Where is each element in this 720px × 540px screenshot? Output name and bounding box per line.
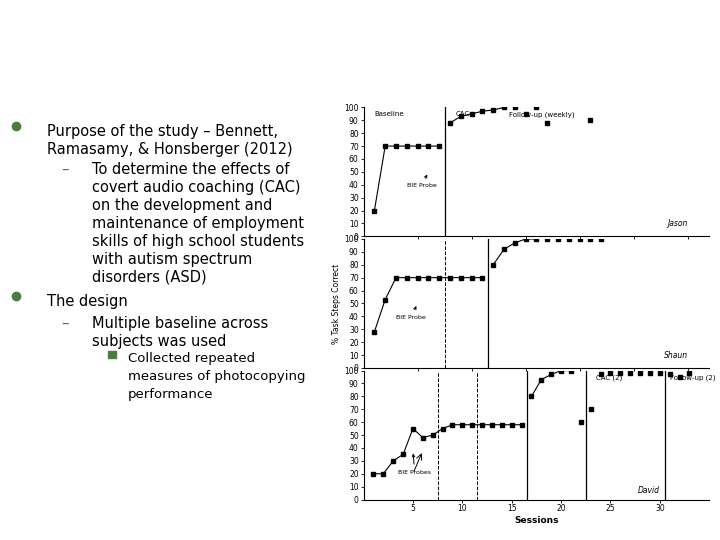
Text: 8-5 Multiple Baseline Across Subjects (2 of: 8-5 Multiple Baseline Across Subjects (2… bbox=[91, 28, 629, 48]
Text: on the development and: on the development and bbox=[92, 198, 272, 213]
Text: Multiple baseline across: Multiple baseline across bbox=[92, 316, 268, 330]
Text: with autism spectrum: with autism spectrum bbox=[92, 252, 252, 267]
Text: BIE Probes: BIE Probes bbox=[398, 454, 431, 475]
Text: BIE Probe: BIE Probe bbox=[407, 176, 436, 188]
Text: Collected repeated: Collected repeated bbox=[128, 352, 255, 365]
Text: Ramasamy, & Honsberger (2012): Ramasamy, & Honsberger (2012) bbox=[47, 142, 292, 157]
Text: 2): 2) bbox=[347, 68, 373, 88]
Text: Baseline: Baseline bbox=[374, 111, 404, 117]
Text: –: – bbox=[61, 316, 68, 330]
Text: disorders (ASD): disorders (ASD) bbox=[92, 270, 207, 285]
Text: To determine the effects of: To determine the effects of bbox=[92, 162, 289, 177]
Text: Jason: Jason bbox=[667, 219, 688, 228]
Text: Shaun: Shaun bbox=[663, 350, 688, 360]
Text: covert audio coaching (CAC): covert audio coaching (CAC) bbox=[92, 180, 300, 195]
Text: BIE Probe: BIE Probe bbox=[396, 307, 426, 320]
Text: skills of high school students: skills of high school students bbox=[92, 234, 304, 249]
Text: Follow-up (weekly): Follow-up (weekly) bbox=[510, 111, 575, 118]
Text: ❄: ❄ bbox=[14, 511, 28, 529]
Text: subjects was used: subjects was used bbox=[92, 334, 226, 349]
Text: Follow-up (2): Follow-up (2) bbox=[670, 374, 715, 381]
Text: measures of photocopying: measures of photocopying bbox=[128, 369, 305, 383]
Text: maintenance of employment: maintenance of employment bbox=[92, 216, 304, 231]
Text: CAC (2): CAC (2) bbox=[595, 374, 622, 381]
Bar bbox=[108, 350, 116, 357]
Text: David: David bbox=[638, 486, 660, 495]
Y-axis label: % Task Steps Correct: % Task Steps Correct bbox=[333, 264, 341, 343]
Text: Purpose of the study – Bennett,: Purpose of the study – Bennett, bbox=[47, 124, 278, 139]
Text: CENGAGE: CENGAGE bbox=[47, 515, 107, 525]
X-axis label: Sessions: Sessions bbox=[514, 516, 559, 525]
Text: © 2019 Cengage. All rights reserved.: © 2019 Cengage. All rights reserved. bbox=[531, 515, 713, 525]
Text: performance: performance bbox=[128, 388, 213, 401]
Text: CAC: CAC bbox=[456, 111, 469, 117]
Text: The design: The design bbox=[47, 294, 127, 309]
Text: –: – bbox=[61, 162, 68, 177]
